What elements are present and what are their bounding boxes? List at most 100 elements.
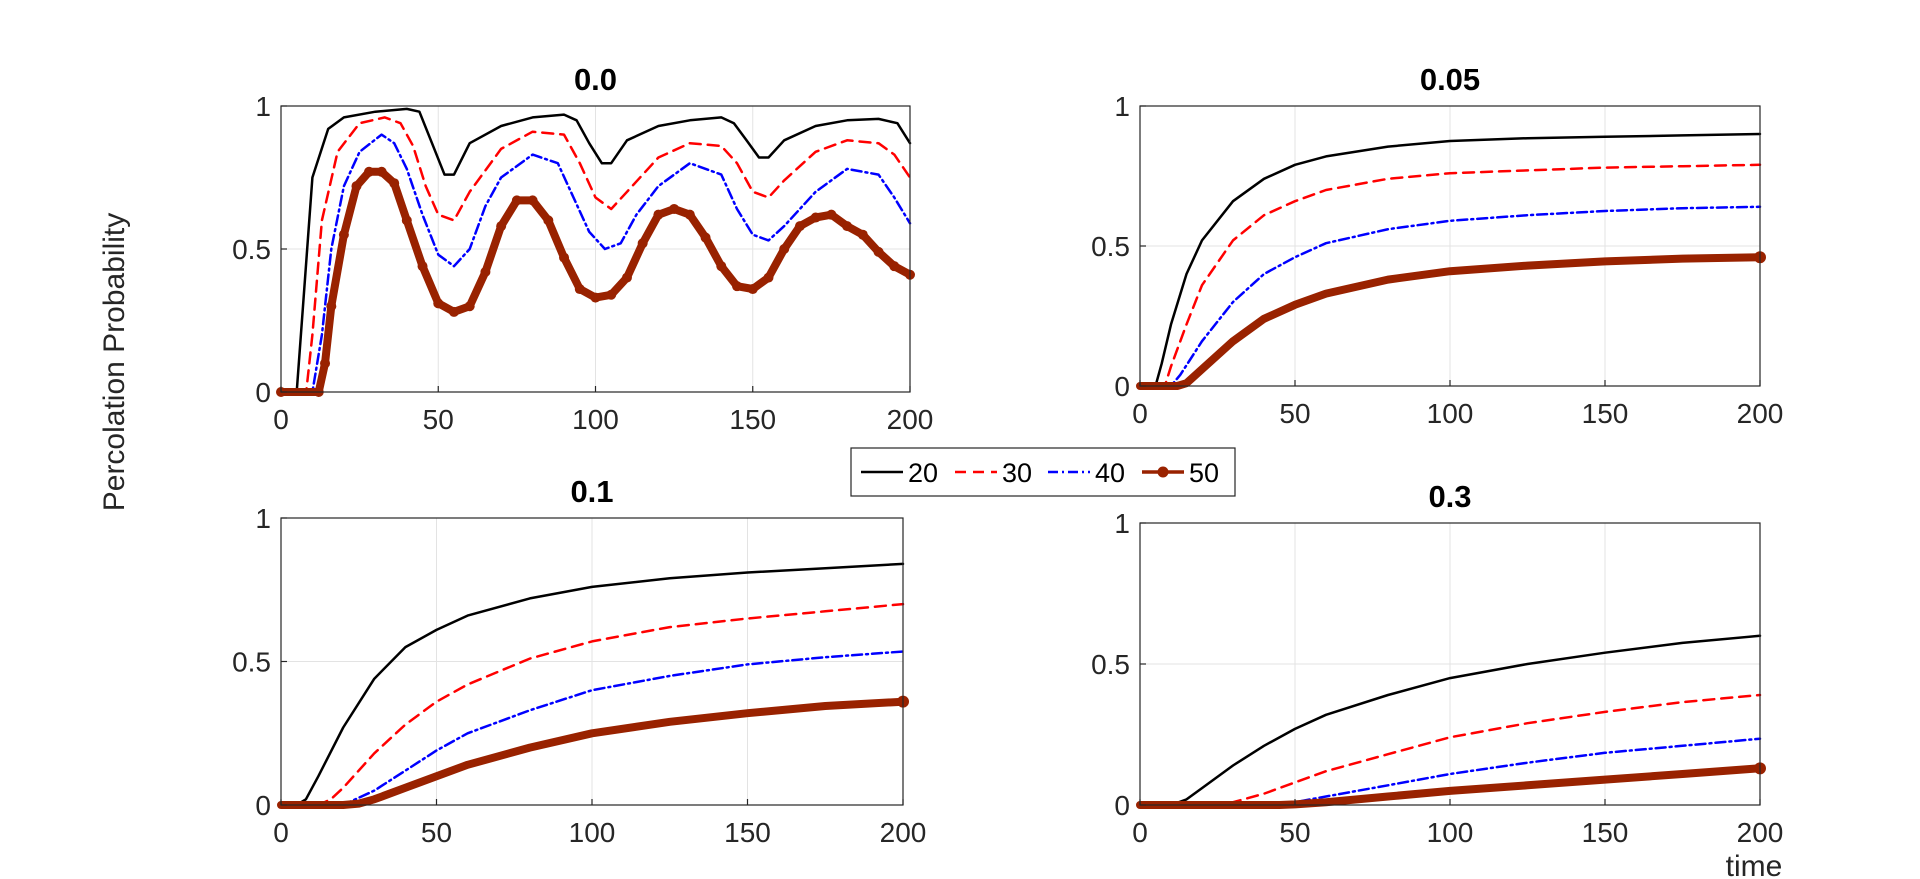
legend-box bbox=[850, 447, 1236, 497]
series-marker-50 bbox=[857, 229, 868, 240]
x-tick-label: 100 bbox=[569, 817, 616, 848]
x-tick-label: 200 bbox=[880, 817, 927, 848]
y-tick-label: 0 bbox=[1114, 790, 1130, 821]
series-marker-50 bbox=[480, 266, 491, 277]
series-marker-50 bbox=[590, 292, 601, 303]
subplot-title: 0.0 bbox=[574, 62, 617, 97]
subplot-title: 0.3 bbox=[1428, 479, 1471, 514]
x-tick-label: 150 bbox=[1582, 817, 1629, 848]
x-tick-label: 50 bbox=[421, 817, 452, 848]
x-tick-label: 150 bbox=[729, 404, 776, 435]
series-marker-50 bbox=[637, 238, 648, 249]
subplot-0: 0 50 100 150 200 0 0.5 1 0.0 bbox=[232, 62, 933, 435]
series-marker-50 bbox=[496, 221, 507, 232]
y-tick-label: 0.5 bbox=[232, 647, 271, 678]
x-tick-label: 50 bbox=[1279, 398, 1310, 429]
series-marker-50 bbox=[889, 261, 900, 272]
series-marker-50 bbox=[559, 252, 570, 263]
series-marker-50 bbox=[763, 272, 774, 283]
x-tick-label: 200 bbox=[1737, 398, 1784, 429]
x-axis-label: time bbox=[1726, 850, 1783, 879]
y-axis-label: Percolation Probability bbox=[98, 213, 131, 512]
y-tick-label: 1 bbox=[255, 91, 271, 122]
series-marker-50 bbox=[433, 298, 444, 309]
y-tick-label: 0 bbox=[255, 790, 271, 821]
x-tick-label: 0 bbox=[273, 404, 289, 435]
series-marker-50 bbox=[417, 261, 428, 272]
x-tick-label: 200 bbox=[887, 404, 934, 435]
subplot-3: 0 50 100 150 200 0 0.5 1 0.3 bbox=[1091, 479, 1783, 848]
series-line-50 bbox=[1136, 253, 1764, 390]
x-tick-label: 0 bbox=[1132, 817, 1148, 848]
series-line-30 bbox=[279, 602, 905, 807]
y-tick-label: 0 bbox=[255, 377, 271, 408]
x-tick-label: 100 bbox=[1427, 398, 1474, 429]
series-marker-50 bbox=[653, 209, 664, 220]
series-marker-50 bbox=[320, 358, 331, 369]
series-line-20 bbox=[1138, 634, 1762, 807]
series-line-40 bbox=[1138, 205, 1762, 388]
series-marker-50 bbox=[794, 221, 805, 232]
series-marker-50 bbox=[732, 281, 743, 292]
series-marker-50 bbox=[389, 178, 400, 189]
series-marker-50 bbox=[574, 284, 585, 295]
series-marker-50 bbox=[621, 272, 632, 283]
y-tick-label: 1 bbox=[255, 503, 271, 534]
series-marker-50 bbox=[842, 221, 853, 232]
series-line-40 bbox=[279, 133, 912, 394]
series-marker-50 bbox=[810, 212, 821, 223]
series-marker-50 bbox=[401, 215, 412, 226]
legend-marker-50 bbox=[1157, 466, 1169, 478]
series-marker-50 bbox=[364, 166, 375, 177]
series-marker-50 bbox=[326, 301, 337, 312]
y-tick-label: 0 bbox=[1114, 371, 1130, 402]
x-tick-label: 100 bbox=[572, 404, 619, 435]
series-marker-50 bbox=[376, 166, 387, 177]
y-tick-label: 0.5 bbox=[1091, 649, 1130, 680]
series-line-20 bbox=[1138, 132, 1762, 388]
legend-label-40: 40 bbox=[1095, 458, 1125, 488]
series-marker-50 bbox=[543, 215, 554, 226]
legend-label-20: 20 bbox=[908, 458, 938, 488]
series-marker-50 bbox=[826, 209, 837, 220]
series-marker-50 bbox=[873, 246, 884, 257]
series-marker-50 bbox=[606, 289, 617, 300]
x-tick-label: 150 bbox=[724, 817, 771, 848]
y-tick-label: 1 bbox=[1114, 508, 1130, 539]
x-tick-label: 150 bbox=[1582, 398, 1629, 429]
subplot-1: 0 50 100 150 200 0 0.5 1 0.05 bbox=[1091, 62, 1783, 429]
series-line-30 bbox=[1138, 163, 1762, 388]
series-marker-50 bbox=[338, 229, 349, 240]
y-tick-label: 0.5 bbox=[1091, 231, 1130, 262]
series-line-20 bbox=[279, 107, 912, 394]
x-tick-label: 100 bbox=[1427, 817, 1474, 848]
x-tick-label: 200 bbox=[1737, 817, 1784, 848]
legend-label-30: 30 bbox=[1002, 458, 1032, 488]
subplot-title: 0.1 bbox=[570, 474, 613, 509]
x-tick-label: 50 bbox=[423, 404, 454, 435]
series-marker-50 bbox=[716, 261, 727, 272]
y-tick-label: 1 bbox=[1114, 91, 1130, 122]
series-marker-50 bbox=[669, 203, 680, 214]
x-tick-label: 0 bbox=[273, 817, 289, 848]
series-marker-50 bbox=[700, 232, 711, 243]
series-marker-50 bbox=[511, 195, 522, 206]
legend-label-50: 50 bbox=[1189, 458, 1219, 488]
series-line-20 bbox=[279, 562, 905, 807]
x-tick-label: 0 bbox=[1132, 398, 1148, 429]
series-marker-50 bbox=[448, 306, 459, 317]
series-line-50 bbox=[277, 697, 907, 809]
series-marker-50 bbox=[779, 244, 790, 254]
series-marker-50 bbox=[464, 301, 475, 312]
x-tick-label: 50 bbox=[1279, 817, 1310, 848]
series-marker-50 bbox=[684, 209, 695, 220]
series-marker-50 bbox=[527, 195, 538, 206]
subplot-2: 0 50 100 150 200 0 0.5 1 0.1 bbox=[232, 474, 926, 848]
legend: 20 30 40 50 bbox=[850, 447, 1236, 497]
series-marker-50 bbox=[747, 284, 758, 295]
y-tick-label: 0.5 bbox=[232, 234, 271, 265]
series-line-30 bbox=[279, 116, 912, 394]
series-marker-50 bbox=[351, 181, 362, 192]
